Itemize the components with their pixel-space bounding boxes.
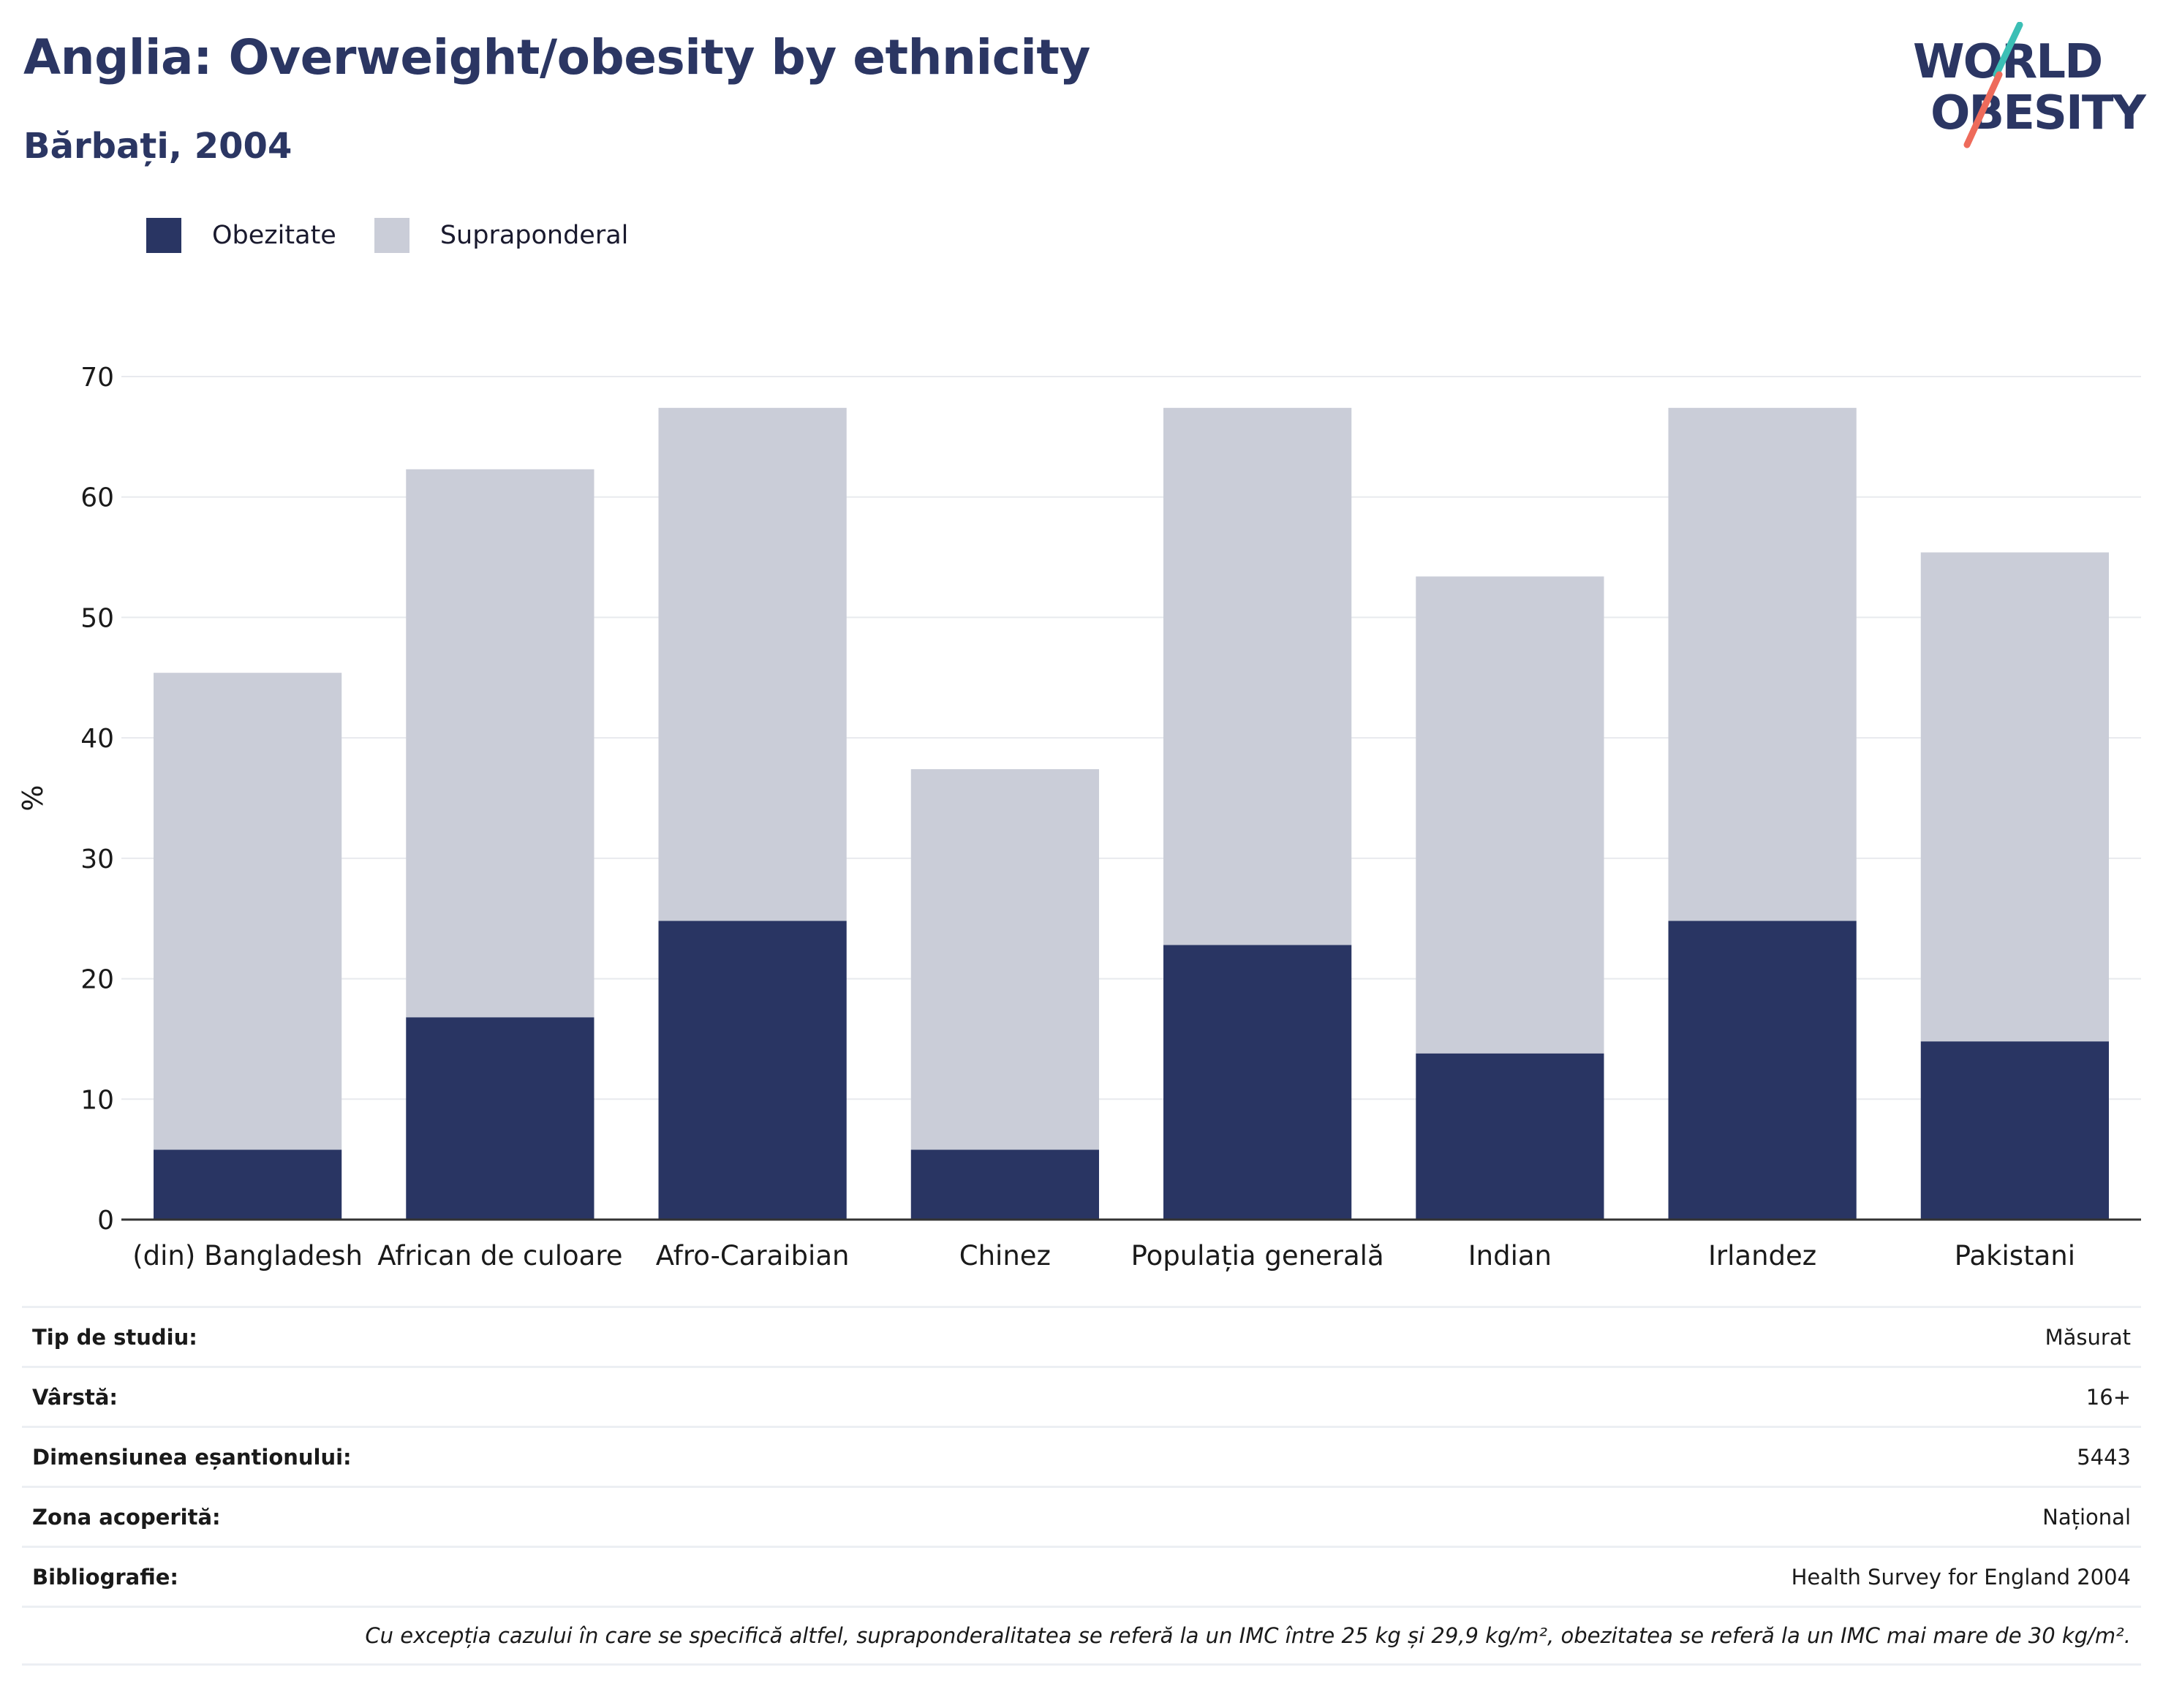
- bar-supraponderal[interactable]: [658, 407, 847, 921]
- detail-value: 5443: [2077, 1444, 2131, 1470]
- bar-obezitate[interactable]: [1668, 921, 1857, 1220]
- definition-note-text: Cu excepția cazului în care se specifică…: [365, 1623, 2131, 1648]
- bar-obezitate[interactable]: [1920, 1041, 2109, 1220]
- bar-obezitate[interactable]: [658, 921, 847, 1220]
- y-tick-label: 60: [80, 483, 114, 513]
- y-tick-labels: 0 10 20 30 40 50 60 70: [80, 363, 114, 1236]
- legend-item-supraponderal[interactable]: Supraponderal: [374, 218, 629, 253]
- y-tick-label: 50: [80, 603, 114, 633]
- detail-row: Vârstă: 16+: [22, 1366, 2141, 1426]
- detail-row: Bibliografie: Health Survey for England 2…: [22, 1546, 2141, 1606]
- bar-obezitate[interactable]: [910, 1149, 1099, 1220]
- bar-supraponderal[interactable]: [154, 673, 342, 1150]
- bar-supraponderal[interactable]: [1668, 407, 1857, 921]
- detail-key: Dimensiunea eșantionului:: [32, 1444, 352, 1470]
- bar-obezitate[interactable]: [406, 1017, 594, 1220]
- page-subtitle: Bărbați, 2004: [23, 126, 292, 167]
- chart-legend: Obezitate Supraponderal: [146, 218, 666, 253]
- x-tick-label: Chinez: [959, 1240, 1051, 1271]
- bar-chart: 0 10 20 30 40 50 60 70 (din) Bangladesh African …: [17, 363, 2141, 1271]
- logo-slash-coral: [1963, 71, 2003, 148]
- bar-supraponderal[interactable]: [406, 469, 594, 1018]
- page-title: Anglia: Overweight/obesity by ethnicity: [23, 29, 1090, 86]
- y-axis-label: %: [17, 785, 49, 811]
- legend-item-obezitate[interactable]: Obezitate: [146, 218, 336, 253]
- detail-key: Zona acoperită:: [32, 1504, 221, 1530]
- bar-obezitate[interactable]: [154, 1149, 342, 1220]
- detail-row: Zona acoperită: Național: [22, 1486, 2141, 1546]
- x-tick-labels: (din) Bangladesh African de culoare Afro-C…: [132, 1240, 2075, 1271]
- y-tick-label: 40: [80, 724, 114, 754]
- y-tick-label: 0: [97, 1206, 114, 1236]
- study-details: Tip de studiu: Măsurat Vârstă: 16+ Dimensiun…: [22, 1306, 2141, 1666]
- detail-row: Dimensiunea eșantionului: 5443: [22, 1426, 2141, 1486]
- y-tick-label: 20: [80, 965, 114, 995]
- detail-key: Vârstă:: [32, 1384, 118, 1410]
- detail-key: Tip de studiu:: [32, 1324, 197, 1350]
- y-tick-label: 30: [80, 844, 114, 874]
- detail-value: 16+: [2085, 1384, 2131, 1410]
- world-obesity-logo: WORLD OBESITY: [1913, 22, 2148, 148]
- bar-supraponderal[interactable]: [1416, 576, 1604, 1054]
- legend-label-supraponderal: Supraponderal: [439, 221, 629, 250]
- x-tick-label: Pakistani: [1955, 1240, 2075, 1271]
- detail-row: Tip de studiu: Măsurat: [22, 1306, 2141, 1366]
- logo-slash-teal: [1993, 22, 2023, 78]
- bar-supraponderal[interactable]: [910, 768, 1099, 1150]
- x-tick-label: Afro-Caraibian: [656, 1240, 850, 1271]
- legend-swatch-supraponderal: [374, 218, 409, 253]
- x-tick-label: African de culoare: [377, 1240, 622, 1271]
- legend-swatch-obezitate: [146, 218, 181, 253]
- legend-label-obezitate: Obezitate: [212, 221, 336, 250]
- bar-obezitate[interactable]: [1416, 1053, 1604, 1220]
- bar-supraponderal[interactable]: [1920, 552, 2109, 1042]
- bar-supraponderal[interactable]: [1163, 407, 1352, 945]
- bar-obezitate[interactable]: [1163, 945, 1352, 1220]
- y-tick-label: 70: [80, 363, 114, 393]
- y-tick-label: 10: [80, 1085, 114, 1115]
- x-tick-label: Indian: [1468, 1240, 1552, 1271]
- x-tick-label: Populația generală: [1131, 1240, 1384, 1271]
- detail-key: Bibliografie:: [32, 1564, 178, 1590]
- logo-line1: WORLD: [1913, 35, 2102, 89]
- detail-value: Health Survey for England 2004: [1791, 1564, 2131, 1590]
- detail-value: Național: [2042, 1504, 2131, 1530]
- x-tick-label: Irlandez: [1708, 1240, 1816, 1271]
- detail-value: Măsurat: [2045, 1324, 2131, 1350]
- definition-note: Cu excepția cazului în care se specifică…: [22, 1606, 2141, 1666]
- x-tick-label: (din) Bangladesh: [132, 1240, 363, 1271]
- chart-bars: [154, 407, 2109, 1220]
- logo-line2: OBESITY: [1930, 86, 2146, 140]
